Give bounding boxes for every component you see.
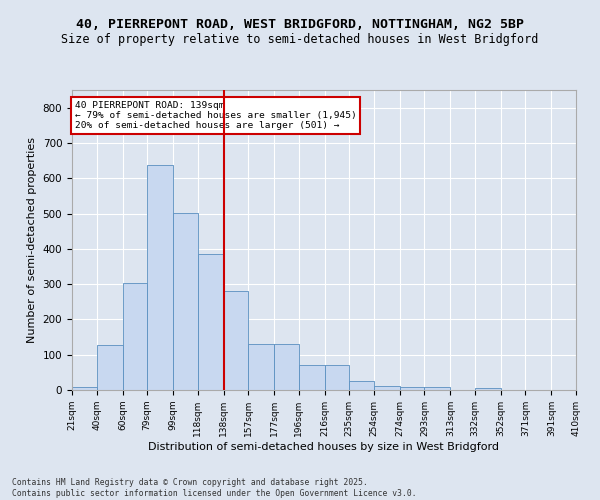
- Bar: [224, 291, 248, 390]
- Bar: [374, 386, 400, 390]
- Bar: [173, 213, 197, 390]
- Bar: [475, 388, 501, 390]
- Bar: [72, 387, 97, 390]
- Bar: [424, 387, 451, 390]
- Bar: [274, 344, 299, 390]
- Text: Size of property relative to semi-detached houses in West Bridgford: Size of property relative to semi-detach…: [61, 32, 539, 46]
- Text: Contains HM Land Registry data © Crown copyright and database right 2025.
Contai: Contains HM Land Registry data © Crown c…: [12, 478, 416, 498]
- Bar: [299, 366, 325, 390]
- Bar: [248, 344, 274, 390]
- Bar: [97, 345, 122, 390]
- Text: 40 PIERREPONT ROAD: 139sqm
← 79% of semi-detached houses are smaller (1,945)
20%: 40 PIERREPONT ROAD: 139sqm ← 79% of semi…: [74, 100, 356, 130]
- Bar: [197, 254, 224, 390]
- Y-axis label: Number of semi-detached properties: Number of semi-detached properties: [27, 137, 37, 343]
- Bar: [400, 387, 424, 390]
- X-axis label: Distribution of semi-detached houses by size in West Bridgford: Distribution of semi-detached houses by …: [149, 442, 499, 452]
- Bar: [147, 165, 173, 390]
- Text: 40, PIERREPONT ROAD, WEST BRIDGFORD, NOTTINGHAM, NG2 5BP: 40, PIERREPONT ROAD, WEST BRIDGFORD, NOT…: [76, 18, 524, 30]
- Bar: [349, 381, 374, 390]
- Bar: [122, 283, 147, 390]
- Bar: [325, 366, 349, 390]
